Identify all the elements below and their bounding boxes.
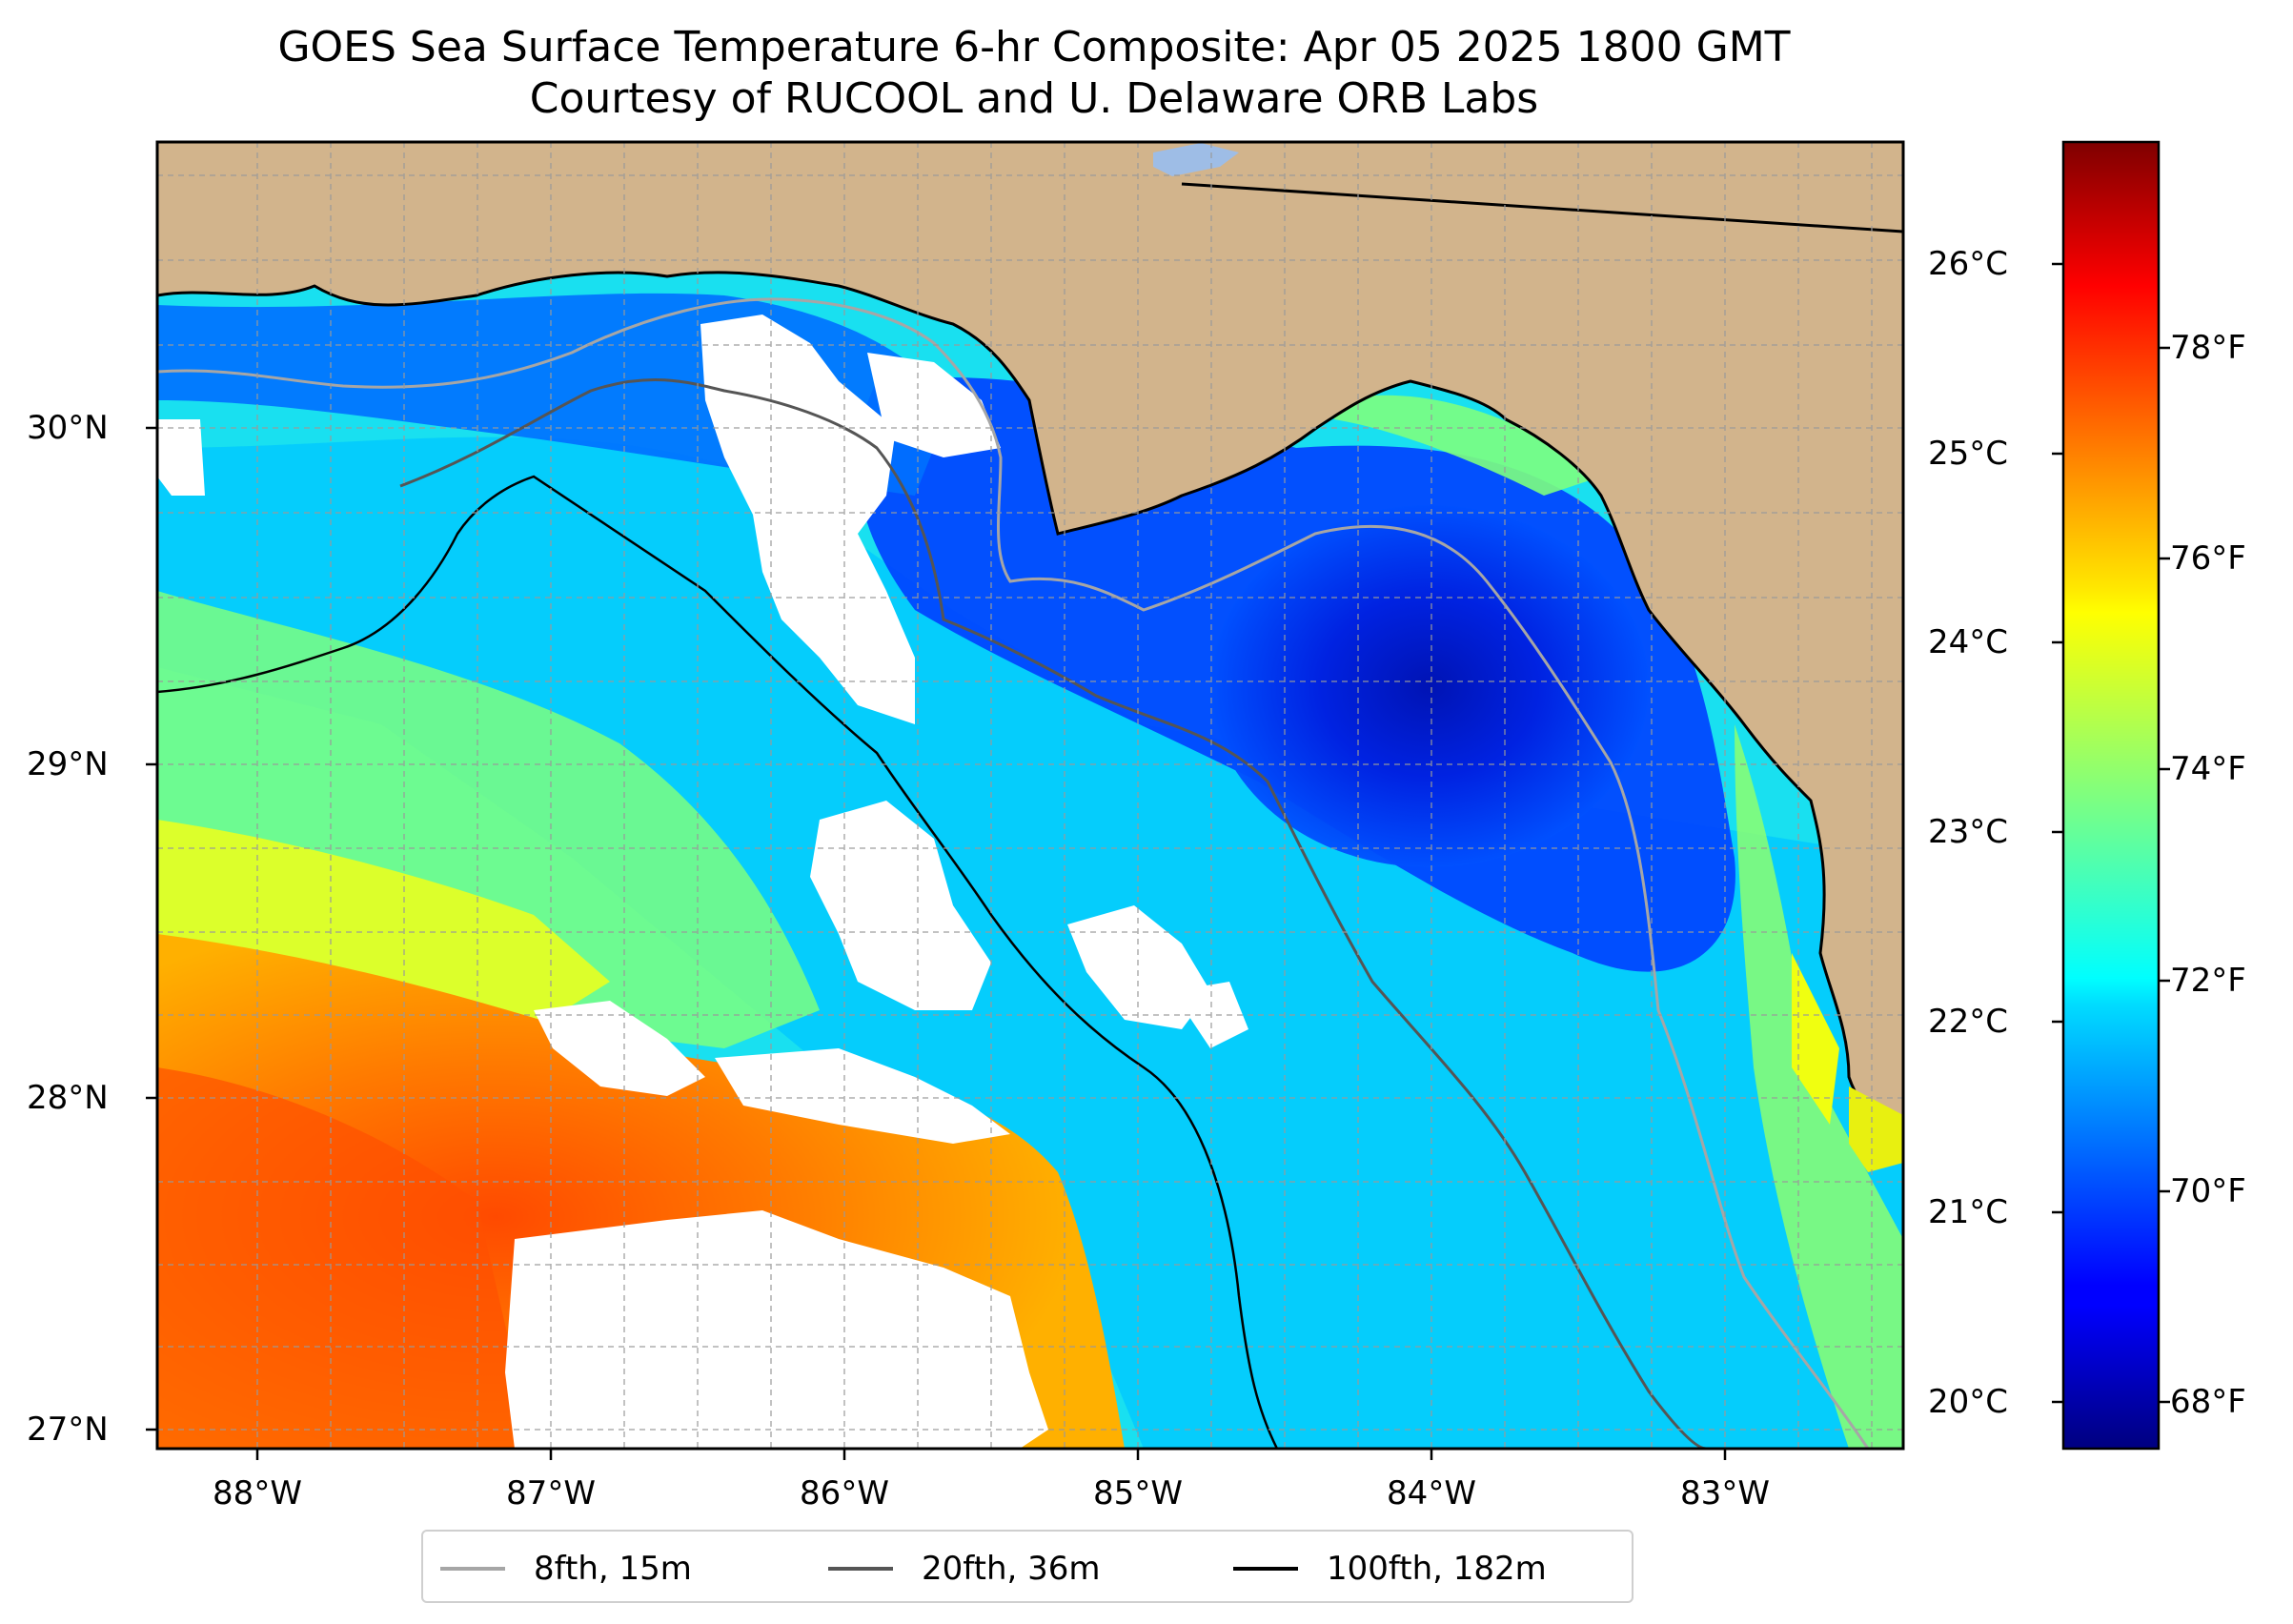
lon-label: 84°W — [1387, 1474, 1476, 1512]
legend-label: 100fth, 182m — [1327, 1549, 1547, 1588]
legend-swatch — [440, 1566, 505, 1571]
colorbar — [2061, 140, 2161, 1451]
fahrenheit-label: 70°F — [2170, 1172, 2246, 1210]
celsius-label: 24°C — [1928, 623, 2009, 661]
legend-label: 20fth, 36m — [922, 1549, 1101, 1588]
map-frame — [155, 140, 1905, 1451]
contour-legend: 8fth, 15m 20fth, 36m 100fth, 182m — [421, 1530, 1634, 1603]
map-subtitle: Courtesy of RUCOOL and U. Delaware ORB L… — [529, 74, 1539, 123]
lon-label: 88°W — [213, 1474, 302, 1512]
legend-item-8fth: 8fth, 15m — [440, 1532, 692, 1605]
lon-label: 87°W — [506, 1474, 596, 1512]
legend-item-20fth: 20fth, 36m — [828, 1532, 1101, 1605]
graticule — [157, 142, 1903, 1449]
contour-8fth — [157, 297, 1870, 1449]
lon-label: 85°W — [1093, 1474, 1183, 1512]
land-mass — [157, 142, 1903, 1172]
contour-20fth — [399, 378, 1707, 1449]
celsius-label: 21°C — [1928, 1193, 2009, 1231]
lon-label: 83°W — [1680, 1474, 1770, 1512]
legend-label: 8fth, 15m — [534, 1549, 692, 1588]
map-title: GOES Sea Surface Temperature 6-hr Compos… — [277, 23, 1791, 71]
lat-label: 29°N — [27, 745, 109, 783]
legend-item-100fth: 100fth, 182m — [1233, 1532, 1547, 1605]
legend-swatch — [828, 1566, 893, 1571]
celsius-label: 23°C — [1928, 813, 2009, 851]
lon-label: 86°W — [800, 1474, 889, 1512]
lat-label: 30°N — [27, 409, 109, 447]
cloud-mask — [157, 315, 1248, 1449]
fahrenheit-label: 76°F — [2170, 539, 2246, 578]
fahrenheit-label: 78°F — [2170, 329, 2246, 367]
celsius-label: 20°C — [1928, 1383, 2009, 1421]
celsius-label: 26°C — [1928, 245, 2009, 283]
legend-swatch — [1233, 1566, 1298, 1571]
lat-label: 28°N — [27, 1079, 109, 1117]
fahrenheit-label: 68°F — [2170, 1383, 2246, 1421]
celsius-label: 25°C — [1928, 435, 2009, 473]
fahrenheit-label: 72°F — [2170, 962, 2246, 1000]
fahrenheit-label: 74°F — [2170, 750, 2246, 788]
celsius-label: 22°C — [1928, 1003, 2009, 1041]
lat-label: 27°N — [27, 1411, 109, 1449]
